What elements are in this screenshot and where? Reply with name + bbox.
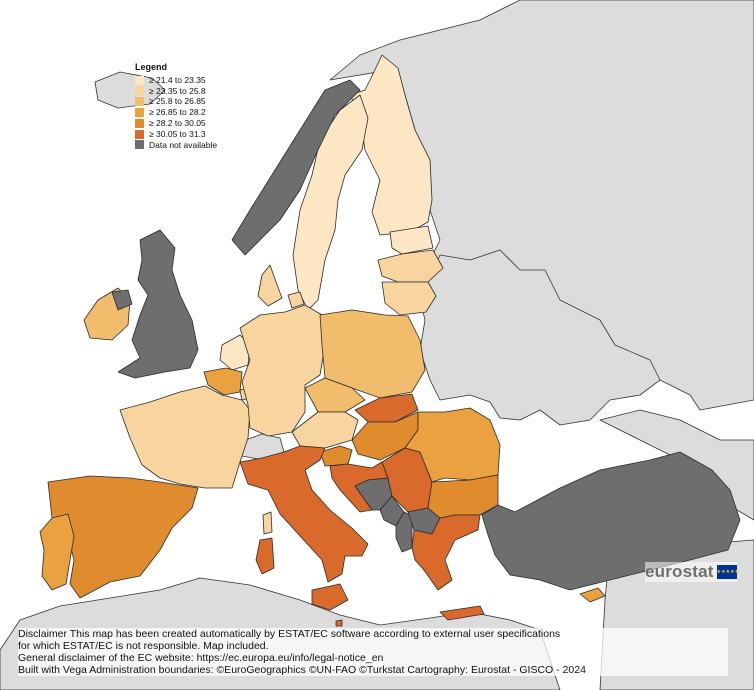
eastern-europe <box>419 249 661 426</box>
region-IT-sardinia <box>255 537 275 575</box>
legend-swatch <box>135 140 144 150</box>
eurostat-logo: eurostat ★★★★★ <box>645 562 739 582</box>
legend-swatch <box>135 75 144 85</box>
legend-swatch <box>135 118 144 128</box>
disclaimer-line-4: Built with Vega Administration boundarie… <box>18 664 586 676</box>
legend-item: ≥ 25.8 to 26.85 <box>135 96 217 107</box>
legend-item: ≥ 28.2 to 30.05 <box>135 118 217 129</box>
legend-title: Legend <box>135 62 168 72</box>
legend-item: Data not available <box>135 140 217 151</box>
legend-swatch <box>135 129 144 139</box>
legend-label: ≥ 28.2 to 30.05 <box>149 117 206 128</box>
legend-label: ≥ 21.4 to 23.35 <box>149 74 206 85</box>
region-TR <box>481 451 741 591</box>
disclaimer-line-3: General disclaimer of the EC website: ht… <box>18 652 384 664</box>
region-NO <box>231 79 361 256</box>
iceland <box>94 71 166 109</box>
legend-swatch <box>135 86 144 96</box>
region-IT-sicily <box>311 583 349 611</box>
legend-items: ≥ 21.4 to 23.35 ≥ 23.35 to 25.8 ≥ 25.8 to … <box>135 75 217 151</box>
region-FR-corsica <box>262 511 273 535</box>
disclaimer-line-2: for which ESTAT/EC is not responsible. M… <box>18 640 269 652</box>
legend-label: ≥ 23.35 to 25.8 <box>149 85 206 96</box>
legend-item: ≥ 26.85 to 28.2 <box>135 107 217 118</box>
legend-swatch <box>135 97 144 107</box>
legend-item: ≥ 30.05 to 31.3 <box>135 129 217 140</box>
legend: Legend ≥ 21.4 to 23.35 ≥ 23.35 to 25.8 ≥ 2… <box>135 62 217 150</box>
legend-item: ≥ 23.35 to 25.8 <box>135 86 217 97</box>
region-LT <box>381 281 437 316</box>
region-CY <box>579 587 606 603</box>
region-DK <box>257 264 283 307</box>
region-FR <box>119 385 251 489</box>
eu-flag-icon: ★★★★★ <box>716 565 739 579</box>
region-DE <box>239 304 326 437</box>
region-DK-isl <box>287 291 305 309</box>
region-PL <box>319 309 426 399</box>
legend-label: Data not available <box>149 139 218 150</box>
region-NI <box>111 289 133 311</box>
region-MT <box>335 619 343 627</box>
legend-label: ≥ 30.05 to 31.3 <box>149 128 206 139</box>
logo-text: eurostat <box>645 562 714 581</box>
legend-swatch <box>135 108 144 118</box>
region-LV <box>377 249 444 283</box>
region-IT <box>239 445 369 583</box>
region-SI <box>319 445 353 467</box>
disclaimer-line-1: Disclaimer This map has been created aut… <box>18 628 561 640</box>
region-EE <box>389 225 434 255</box>
legend-item: ≥ 21.4 to 23.35 <box>135 75 217 86</box>
region-EL <box>411 514 481 591</box>
regions <box>39 54 741 627</box>
region-UK <box>117 229 199 379</box>
region-PT <box>39 513 75 591</box>
disclaimer: Disclaimer This map has been created aut… <box>18 628 728 676</box>
legend-label: ≥ 25.8 to 26.85 <box>149 96 206 107</box>
region-EL-crete <box>439 605 485 621</box>
legend-label: ≥ 26.85 to 28.2 <box>149 107 206 118</box>
